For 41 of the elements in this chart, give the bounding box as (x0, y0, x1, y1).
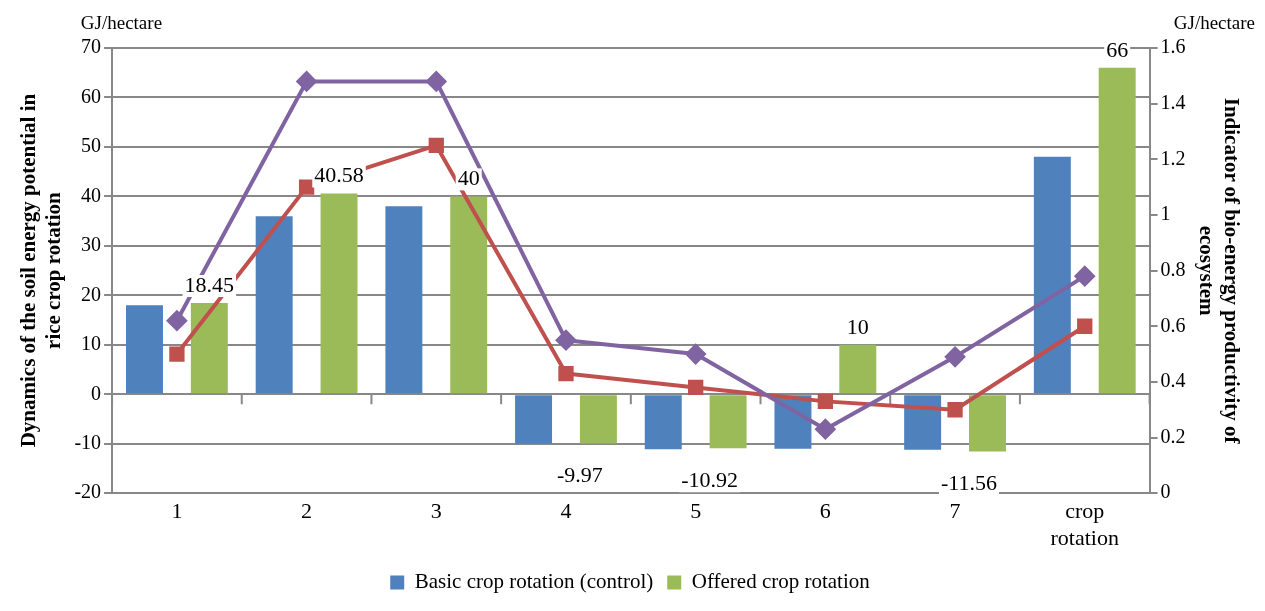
legend-label: Offered crop rotation (691, 569, 871, 594)
x-tick-label: 6 (819, 498, 831, 524)
y-axis-title: Dynamics of the soil energy potential in rice crop rotation (16, 93, 66, 448)
y-tick-label: 70 (81, 35, 102, 58)
x-tick-label: 2 (301, 498, 313, 524)
y-tick-label: 30 (81, 233, 102, 256)
y-tick-label: -10 (74, 430, 102, 453)
y2-tick-label: 1.2 (1160, 146, 1186, 169)
y2-tick-label: 0.8 (1160, 257, 1186, 280)
y-tick-label: 60 (81, 84, 102, 107)
y-tick-label: 40 (81, 183, 102, 206)
data-label: -10.92 (681, 467, 739, 493)
y2-tick-label: 1 (1160, 202, 1171, 225)
legend-label: Basic crop rotation (control) (414, 569, 654, 594)
x-tick-label: 7 (949, 498, 961, 524)
data-label: 18.45 (184, 271, 235, 297)
data-label: 40.58 (314, 162, 364, 188)
y-tick-label: -20 (74, 480, 102, 503)
data-label: 66 (1106, 36, 1129, 62)
y-tick-label: 0 (91, 381, 102, 404)
x-tick-label: crop rotation (1050, 498, 1119, 550)
data-label: 40 (457, 165, 480, 191)
y2-axis-title: Indicator of bio-energy productivity of ecosystem (1194, 97, 1244, 445)
text: GJ/hectare (80, 12, 163, 34)
data-label: -11.56 (941, 470, 998, 496)
y-tick-label: 50 (81, 134, 102, 157)
y-tick-label: 10 (81, 332, 102, 355)
y2-tick-label: 0.2 (1160, 424, 1186, 447)
text: GJ/hectare (1173, 12, 1255, 34)
y2-tick-label: 0.6 (1160, 313, 1186, 336)
data-label: -9.97 (557, 462, 603, 488)
y2-tick-label: 1.4 (1160, 90, 1186, 113)
y2-tick-label: 1.6 (1160, 35, 1186, 58)
x-tick-label: 4 (560, 498, 572, 524)
y-tick-label: 20 (81, 282, 102, 305)
y2-tick-label: 0 (1160, 480, 1171, 503)
x-tick-label: 5 (690, 498, 702, 524)
x-tick-label: 3 (430, 498, 442, 524)
data-label: 10 (846, 313, 869, 339)
x-tick-label: 1 (171, 498, 183, 524)
y2-tick-label: 0.4 (1160, 369, 1186, 392)
